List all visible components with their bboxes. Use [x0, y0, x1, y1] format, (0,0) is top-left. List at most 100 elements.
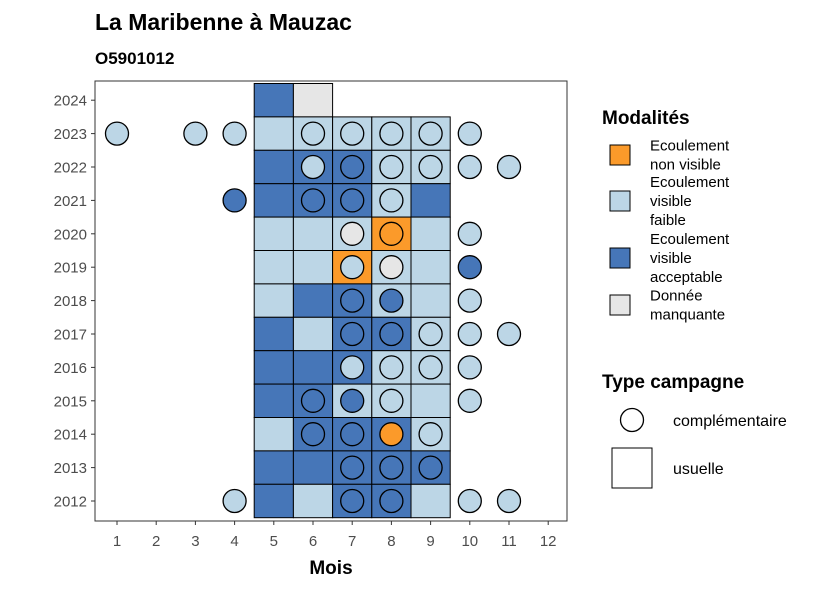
complementaire-circles-layer — [104, 121, 522, 514]
complementaire-circle — [379, 288, 404, 313]
x-tick-label: 5 — [270, 533, 278, 550]
complementaire-circle — [340, 121, 365, 146]
complementaire-circle — [340, 422, 365, 447]
chart-subtitle: O5901012 — [95, 49, 174, 68]
usuelle-square — [410, 216, 451, 252]
usuelle-square — [292, 450, 334, 485]
y-tick-label: 2019 — [54, 260, 87, 277]
x-tick-label: 10 — [461, 533, 478, 550]
y-tick-label: 2018 — [54, 293, 87, 310]
complementaire-circle — [379, 388, 404, 413]
complementaire-circle — [457, 288, 482, 313]
complementaire-circle — [457, 121, 482, 146]
usuelle-square — [253, 383, 294, 419]
y-tick-label: 2017 — [54, 327, 87, 344]
legend-campagne-title: Type campagne — [602, 372, 744, 393]
usuelle-square — [253, 316, 294, 352]
legend-campagne: Type campagne complémentaire usuelle — [602, 372, 787, 489]
complementaire-circle — [222, 121, 247, 146]
usuelle-square — [253, 350, 294, 385]
complementaire-circle — [418, 321, 443, 347]
legend-label-faible: Ecoulement — [650, 174, 730, 191]
complementaire-circle — [379, 422, 404, 447]
legend-label-square: usuelle — [673, 461, 724, 478]
complementaire-circle — [457, 255, 482, 280]
complementaire-circle — [104, 121, 130, 146]
usuelle-square — [253, 183, 294, 218]
complementaire-circle — [340, 154, 365, 180]
usuelle-square — [292, 316, 334, 352]
complementaire-circle — [379, 355, 404, 380]
usuelle-square — [253, 483, 294, 519]
complementaire-circle — [379, 121, 404, 146]
complementaire-circle — [340, 388, 365, 413]
legend-key-faible — [609, 190, 631, 212]
complementaire-circle — [300, 154, 326, 180]
complementaire-circle — [457, 321, 482, 347]
y-tick-label: 2020 — [54, 226, 87, 243]
y-tick-label: 2024 — [54, 93, 87, 110]
usuelle-square — [253, 116, 294, 151]
complementaire-circle — [496, 321, 522, 347]
complementaire-circle — [457, 221, 482, 246]
legend-key-manquante — [609, 294, 631, 316]
x-tick-label: 1 — [113, 533, 121, 550]
complementaire-circle — [340, 221, 365, 246]
complementaire-circle — [340, 488, 365, 514]
complementaire-circle — [457, 355, 482, 380]
complementaire-circle — [340, 255, 365, 280]
x-tick-label: 6 — [309, 533, 317, 550]
usuelle-square — [410, 283, 451, 318]
usuelle-square — [253, 283, 294, 318]
complementaire-circle — [300, 388, 326, 413]
legend-label-faible: visible — [650, 193, 692, 210]
complementaire-circle — [418, 455, 443, 480]
usuelle-square — [253, 216, 294, 252]
legend-key-acceptable — [609, 247, 631, 269]
complementaire-circle — [340, 355, 365, 380]
legend-key-complementaire — [619, 407, 645, 433]
legend-label-acceptable: Ecoulement — [650, 231, 730, 248]
complementaire-circle — [300, 422, 326, 447]
complementaire-circle — [418, 422, 443, 447]
y-tick-label: 2021 — [54, 193, 87, 210]
y-tick-label: 2016 — [54, 360, 87, 377]
chart-title: La Maribenne à Mauzac — [95, 9, 352, 35]
legend-modalites-title: Modalités — [602, 108, 690, 129]
usuelle-square — [410, 250, 451, 285]
x-tick-label: 8 — [387, 533, 395, 550]
complementaire-circle — [496, 154, 522, 180]
usuelle-square — [292, 350, 334, 385]
legend-label-non_visible: Ecoulement — [650, 138, 730, 155]
legend-label-acceptable: acceptable — [650, 269, 723, 286]
complementaire-circle — [457, 154, 482, 180]
complementaire-circle — [340, 455, 365, 480]
usuelle-square — [253, 450, 294, 485]
legend-label-non_visible: non visible — [650, 157, 721, 174]
complementaire-circle — [222, 188, 247, 213]
axes-layer: 1 2 3 4 5 6 7 8 9 10 11 122012201320142015201620172… — [54, 93, 557, 550]
usuelle-square — [292, 250, 334, 285]
usuelle-square — [292, 483, 334, 519]
complementaire-circle — [418, 355, 443, 380]
x-tick-label: 4 — [230, 533, 238, 550]
x-tick-label: 2 — [152, 533, 160, 550]
complementaire-circle — [379, 154, 404, 180]
x-tick-label: 7 — [348, 533, 356, 550]
complementaire-circle — [379, 255, 404, 280]
usuelle-square — [292, 283, 334, 318]
complementaire-circle — [183, 121, 208, 146]
legend-label-manquante: Donnée — [650, 288, 703, 305]
y-tick-label: 2023 — [54, 126, 87, 143]
x-axis-label: Mois — [309, 558, 352, 579]
complementaire-circle — [340, 188, 365, 213]
x-tick-label: 11 — [501, 533, 517, 550]
usuelle-square — [410, 383, 451, 419]
usuelle-square — [410, 483, 451, 519]
complementaire-circle — [222, 488, 247, 514]
usuelle-square — [253, 149, 294, 185]
complementaire-circle — [379, 188, 404, 213]
usuelle-square — [253, 250, 294, 285]
usuelle-square — [292, 83, 334, 118]
x-tick-label: 9 — [426, 533, 434, 550]
